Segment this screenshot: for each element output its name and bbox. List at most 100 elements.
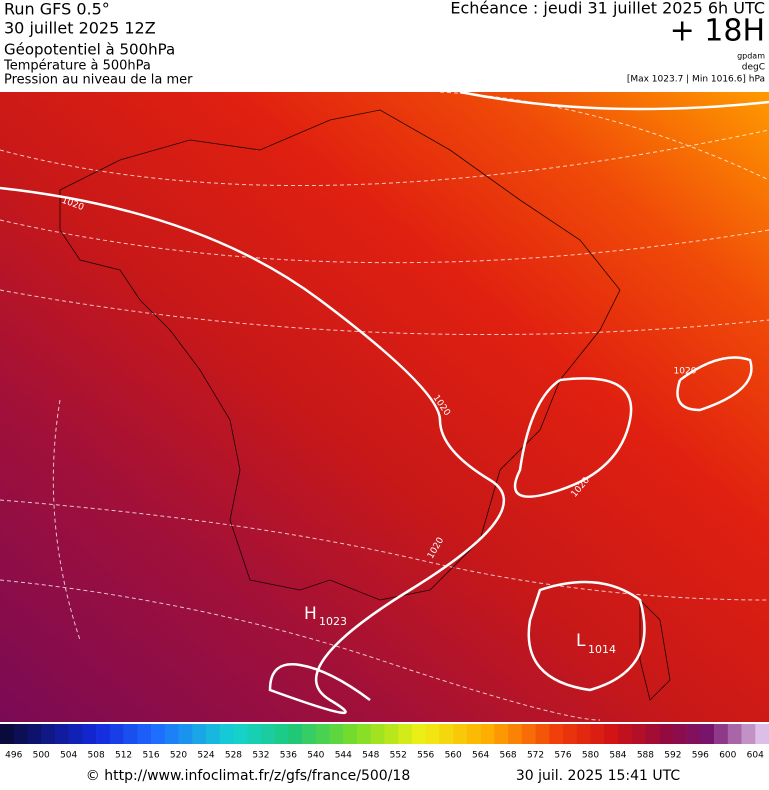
colorbar-label: 532	[252, 751, 269, 761]
colorbar-swatch	[398, 724, 413, 744]
colorbar-swatch	[480, 724, 495, 744]
colorbar-label: 508	[88, 751, 105, 761]
colorbar-swatch	[82, 724, 97, 744]
field-name: Géopotentiel à 500hPa	[4, 41, 175, 59]
colorbar-label: 560	[445, 751, 462, 761]
colorbar-label: 600	[719, 751, 736, 761]
high-value: 1023	[319, 615, 347, 628]
colorbar-label: 528	[225, 751, 242, 761]
colorbar-swatch	[315, 724, 330, 744]
valid-time: Echéance : jeudi 31 juillet 2025 6h UTC	[450, 0, 765, 18]
colorbar-swatch	[384, 724, 399, 744]
colorbar-label: 544	[335, 751, 352, 761]
colorbar-swatch	[343, 724, 358, 744]
colorbar-label: 580	[582, 751, 599, 761]
colorbar-swatch	[686, 724, 701, 744]
colorbar-swatch	[68, 724, 83, 744]
colorbar-swatch	[288, 724, 303, 744]
colorbar-label: 556	[417, 751, 434, 761]
colorbar-swatch	[714, 724, 729, 744]
run-date: 30 juillet 2025 12Z	[4, 19, 156, 38]
colorbar-label: 552	[390, 751, 407, 761]
colorbar-swatch	[329, 724, 344, 744]
pressure-range: [Max 1023.7 | Min 1016.6] hPa	[627, 75, 765, 85]
colorbar-label: 524	[197, 751, 214, 761]
colorbar-swatch	[137, 724, 152, 744]
colorbar-label: 504	[60, 751, 77, 761]
colorbar-swatch	[659, 724, 674, 744]
field-name: Température à 500hPa	[3, 59, 151, 74]
colorbar-swatch	[590, 724, 605, 744]
colorbar-swatch	[109, 724, 124, 744]
colorbar-label: 592	[664, 751, 681, 761]
colorbar-label: 496	[5, 751, 22, 761]
isobar-label: 1020	[674, 367, 697, 377]
colorbar-swatch	[631, 724, 646, 744]
colorbar-swatch	[151, 724, 166, 744]
colorbar-swatch	[247, 724, 262, 744]
colorbar-swatch	[425, 724, 440, 744]
colorbar-swatch	[645, 724, 660, 744]
field-name: Pression au niveau de la mer	[4, 73, 193, 88]
low-value: 1014	[588, 643, 616, 656]
colorbar-swatch	[178, 724, 193, 744]
temperature-field	[0, 92, 769, 722]
colorbar: 496 500 504 508 512 516 520 524 528 532 536 540 544 5…	[0, 724, 769, 761]
colorbar-swatch	[494, 724, 509, 744]
colorbar-swatch	[453, 724, 468, 744]
colorbar-swatch	[274, 724, 289, 744]
colorbar-label: 584	[609, 751, 626, 761]
colorbar-swatch	[13, 724, 28, 744]
colorbar-swatch	[233, 724, 248, 744]
colorbar-label: 516	[142, 751, 159, 761]
colorbar-swatch	[535, 724, 550, 744]
colorbar-label: 576	[554, 751, 571, 761]
colorbar-swatch	[164, 724, 179, 744]
colorbar-label: 604	[747, 751, 764, 761]
colorbar-swatch	[54, 724, 69, 744]
colorbar-label: 564	[472, 751, 489, 761]
colorbar-swatch	[727, 724, 742, 744]
unit: gpdam	[737, 52, 765, 61]
colorbar-swatch	[41, 724, 56, 744]
colorbar-label: 572	[527, 751, 544, 761]
colorbar-swatch	[466, 724, 481, 744]
high-letter: H	[304, 604, 317, 624]
colorbar-swatch	[123, 724, 138, 744]
colorbar-swatch	[192, 724, 207, 744]
colorbar-label: 536	[280, 751, 297, 761]
colorbar-swatch	[27, 724, 42, 744]
colorbar-label: 512	[115, 751, 132, 761]
colorbar-swatch	[357, 724, 372, 744]
colorbar-swatch	[617, 724, 632, 744]
colorbar-swatch	[563, 724, 578, 744]
timestamp: 30 juil. 2025 15:41 UTC	[516, 768, 681, 784]
colorbar-swatch	[439, 724, 454, 744]
colorbar-swatch	[508, 724, 523, 744]
colorbar-swatch	[700, 724, 715, 744]
low-letter: L	[576, 631, 586, 651]
colorbar-swatch	[260, 724, 275, 744]
colorbar-swatch	[219, 724, 234, 744]
isobars	[0, 90, 769, 715]
unit: degC	[742, 63, 765, 73]
source-url: © http://www.infoclimat.fr/z/gfs/france/…	[86, 768, 410, 784]
colorbar-swatch	[370, 724, 385, 744]
colorbar-label: 548	[362, 751, 379, 761]
colorbar-swatch	[411, 724, 426, 744]
colorbar-label: 500	[33, 751, 50, 761]
colorbar-swatch	[549, 724, 564, 744]
colorbar-label: 568	[499, 751, 516, 761]
colorbar-swatch	[755, 724, 769, 744]
colorbar-label: 540	[307, 751, 324, 761]
colorbar-swatch	[741, 724, 756, 744]
colorbar-swatch	[205, 724, 221, 744]
colorbar-label: 596	[692, 751, 709, 761]
colorbar-swatch	[576, 724, 591, 744]
colorbar-swatch	[604, 724, 619, 744]
colorbar-swatch	[672, 724, 687, 744]
run-title: Run GFS 0.5°	[4, 0, 110, 19]
lead-time: + 18H	[670, 14, 765, 49]
